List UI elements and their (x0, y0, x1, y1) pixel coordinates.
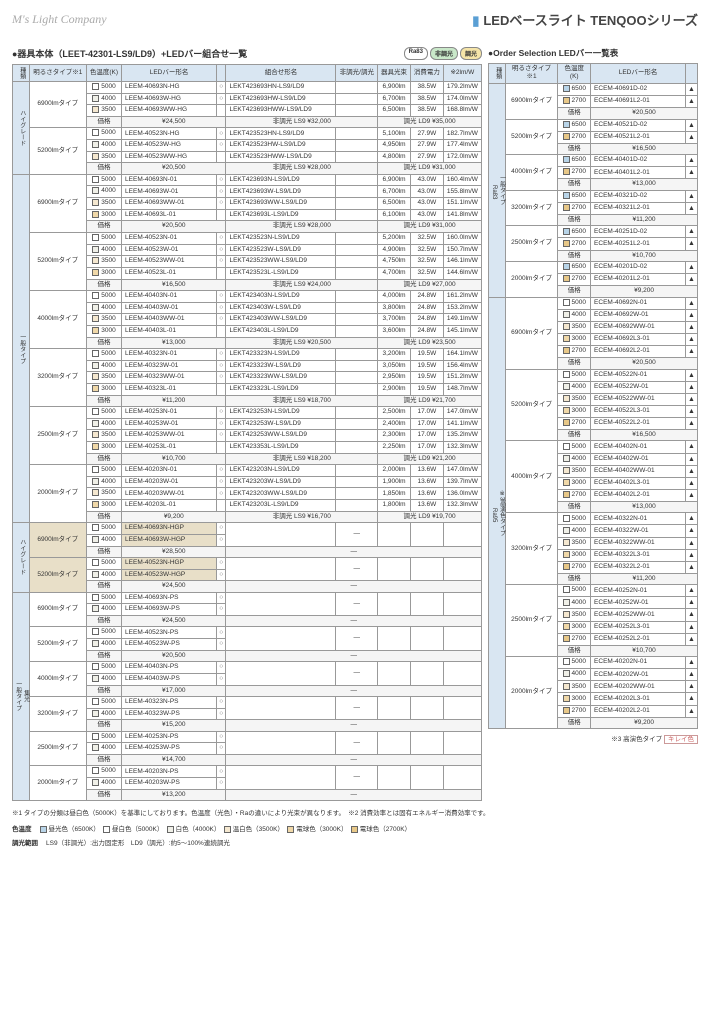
page-title: ▮LEDベースライト TENQOOシリーズ (472, 10, 698, 29)
page-header: M's Light Company ▮LEDベースライト TENQOOシリーズ (12, 10, 698, 29)
right-title: ●Order Selection LEDバー一覧表 (488, 47, 698, 59)
footnotes: ※1 タイプの分類は昼白色（5000K）を基準にしております。色温度（光色）・R… (12, 807, 698, 817)
left-table: 種類明るさタイプ※1色温度(K)LEDバー形名組合せ形名非調光/調光器具光束消費… (12, 64, 482, 801)
right-table: 種類明るさタイプ※1色温度(K)LEDバー形名一般タイプRa836900lmタイ… (488, 63, 698, 729)
left-section: ●器具本体（LEET-42301-LS9/LD9）+LEDバー組合せ一覧 Ra8… (12, 47, 482, 801)
legend: 色温度 昼光色（6500K） 昼白色（5000K） 白色（4000K） 温白色（… (12, 825, 698, 849)
left-title: ●器具本体（LEET-42301-LS9/LD9）+LEDバー組合せ一覧 Ra8… (12, 47, 482, 60)
right-section: ●Order Selection LEDバー一覧表 種類明るさタイプ※1色温度(… (488, 47, 698, 743)
badge-dim: 調光 (460, 47, 482, 60)
badge-nodim: 非調光 (430, 47, 458, 60)
badge-ra: Ra83 (404, 47, 428, 60)
kirei-note: ※3 高演色タイプ キレイ色 (488, 733, 698, 743)
logo: M's Light Company (12, 12, 107, 27)
